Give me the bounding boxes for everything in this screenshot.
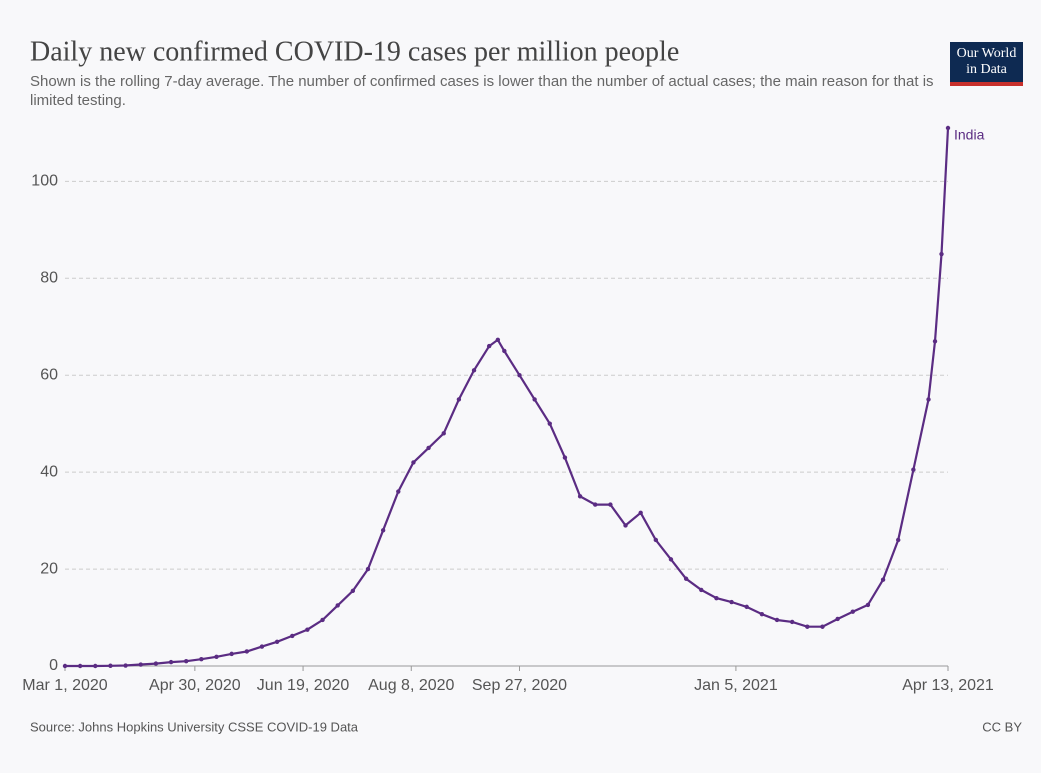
license: CC BY (982, 719, 1022, 734)
data-point (789, 619, 795, 625)
data-point (865, 602, 871, 608)
data-point (623, 523, 628, 528)
data-point (577, 494, 583, 499)
data-point (259, 644, 265, 649)
series-label: India (954, 127, 985, 143)
data-point (744, 604, 749, 610)
data-point (411, 460, 416, 465)
logo (950, 42, 1023, 86)
data-point (244, 649, 249, 654)
logo-text: Our World in Data (956, 46, 1017, 77)
data-point (638, 510, 643, 516)
data-point (380, 528, 386, 533)
data-point (835, 616, 840, 622)
data-point (62, 663, 68, 669)
data-point (532, 397, 537, 402)
x-tick-label: Aug 8, 2020 (368, 677, 454, 694)
logo-stripe (950, 82, 1023, 86)
data-point (502, 348, 507, 354)
data-point (77, 663, 83, 669)
data-point (945, 125, 951, 131)
data-point (805, 624, 810, 629)
x-tick-label: Jun 19, 2020 (257, 677, 350, 694)
x-tick-label: Jan 5, 2021 (694, 677, 778, 694)
data-point (774, 617, 780, 623)
source: Source: Johns Hopkins University CSSE CO… (30, 719, 359, 734)
data-point (365, 566, 371, 572)
data-point (456, 397, 462, 402)
data-point (820, 624, 825, 629)
data-point (896, 537, 901, 543)
data-point (486, 343, 492, 349)
logo-box: Our World in Data (956, 46, 1017, 77)
data-line (65, 127, 950, 668)
data-point (350, 588, 356, 594)
data-point (850, 609, 855, 614)
data-point (932, 339, 938, 344)
data-point (608, 502, 613, 507)
data-point (759, 611, 765, 617)
y-tick-label: 40 (40, 463, 58, 480)
data-point (939, 251, 944, 257)
data-point (320, 617, 325, 623)
data-point (93, 663, 98, 669)
data-point (911, 467, 916, 472)
data-point (441, 431, 446, 436)
data-point (183, 658, 189, 664)
y-tick-label: 20 (40, 560, 58, 577)
data-point (668, 557, 674, 562)
subtitle-box: Shown is the rolling 7-day average. The … (30, 73, 934, 109)
y-tick-label: 100 (31, 173, 58, 190)
data-point (153, 661, 159, 666)
chart-subtitle: Shown is the rolling 7-day average. The … (30, 73, 934, 109)
data-point (123, 663, 128, 668)
data-point (290, 633, 295, 639)
x-tick-label: Sep 27, 2020 (472, 677, 567, 694)
x-tick-label: Mar 1, 2020 (22, 677, 107, 694)
x-tick-label: Apr 13, 2021 (902, 677, 994, 694)
data-point (214, 654, 219, 659)
data-point (683, 576, 689, 581)
data-point (274, 639, 280, 644)
data-point (926, 397, 931, 402)
data-point (471, 368, 477, 373)
data-point (108, 663, 113, 668)
data-point (138, 662, 143, 667)
data-point (199, 657, 204, 662)
data-point (729, 599, 734, 605)
x-tick-label: Apr 30, 2020 (149, 677, 241, 694)
y-tick-label: 60 (40, 366, 58, 383)
data-point (396, 489, 401, 494)
data-point (547, 421, 552, 426)
data-point (168, 659, 174, 665)
data-point (305, 627, 310, 632)
data-point (517, 372, 522, 378)
data-point (714, 595, 719, 601)
chart-title: Daily new confirmed COVID-19 cases per m… (30, 36, 679, 67)
data-point (495, 337, 501, 343)
data-point (426, 445, 431, 451)
data-point (229, 651, 234, 657)
data-point (699, 587, 704, 593)
data-point (653, 537, 659, 543)
data-point (335, 603, 340, 608)
data-point (562, 455, 568, 460)
y-tick-label: 80 (40, 269, 58, 286)
y-tick-label: 0 (49, 657, 58, 674)
data-point (593, 502, 598, 507)
data-point (880, 577, 886, 582)
